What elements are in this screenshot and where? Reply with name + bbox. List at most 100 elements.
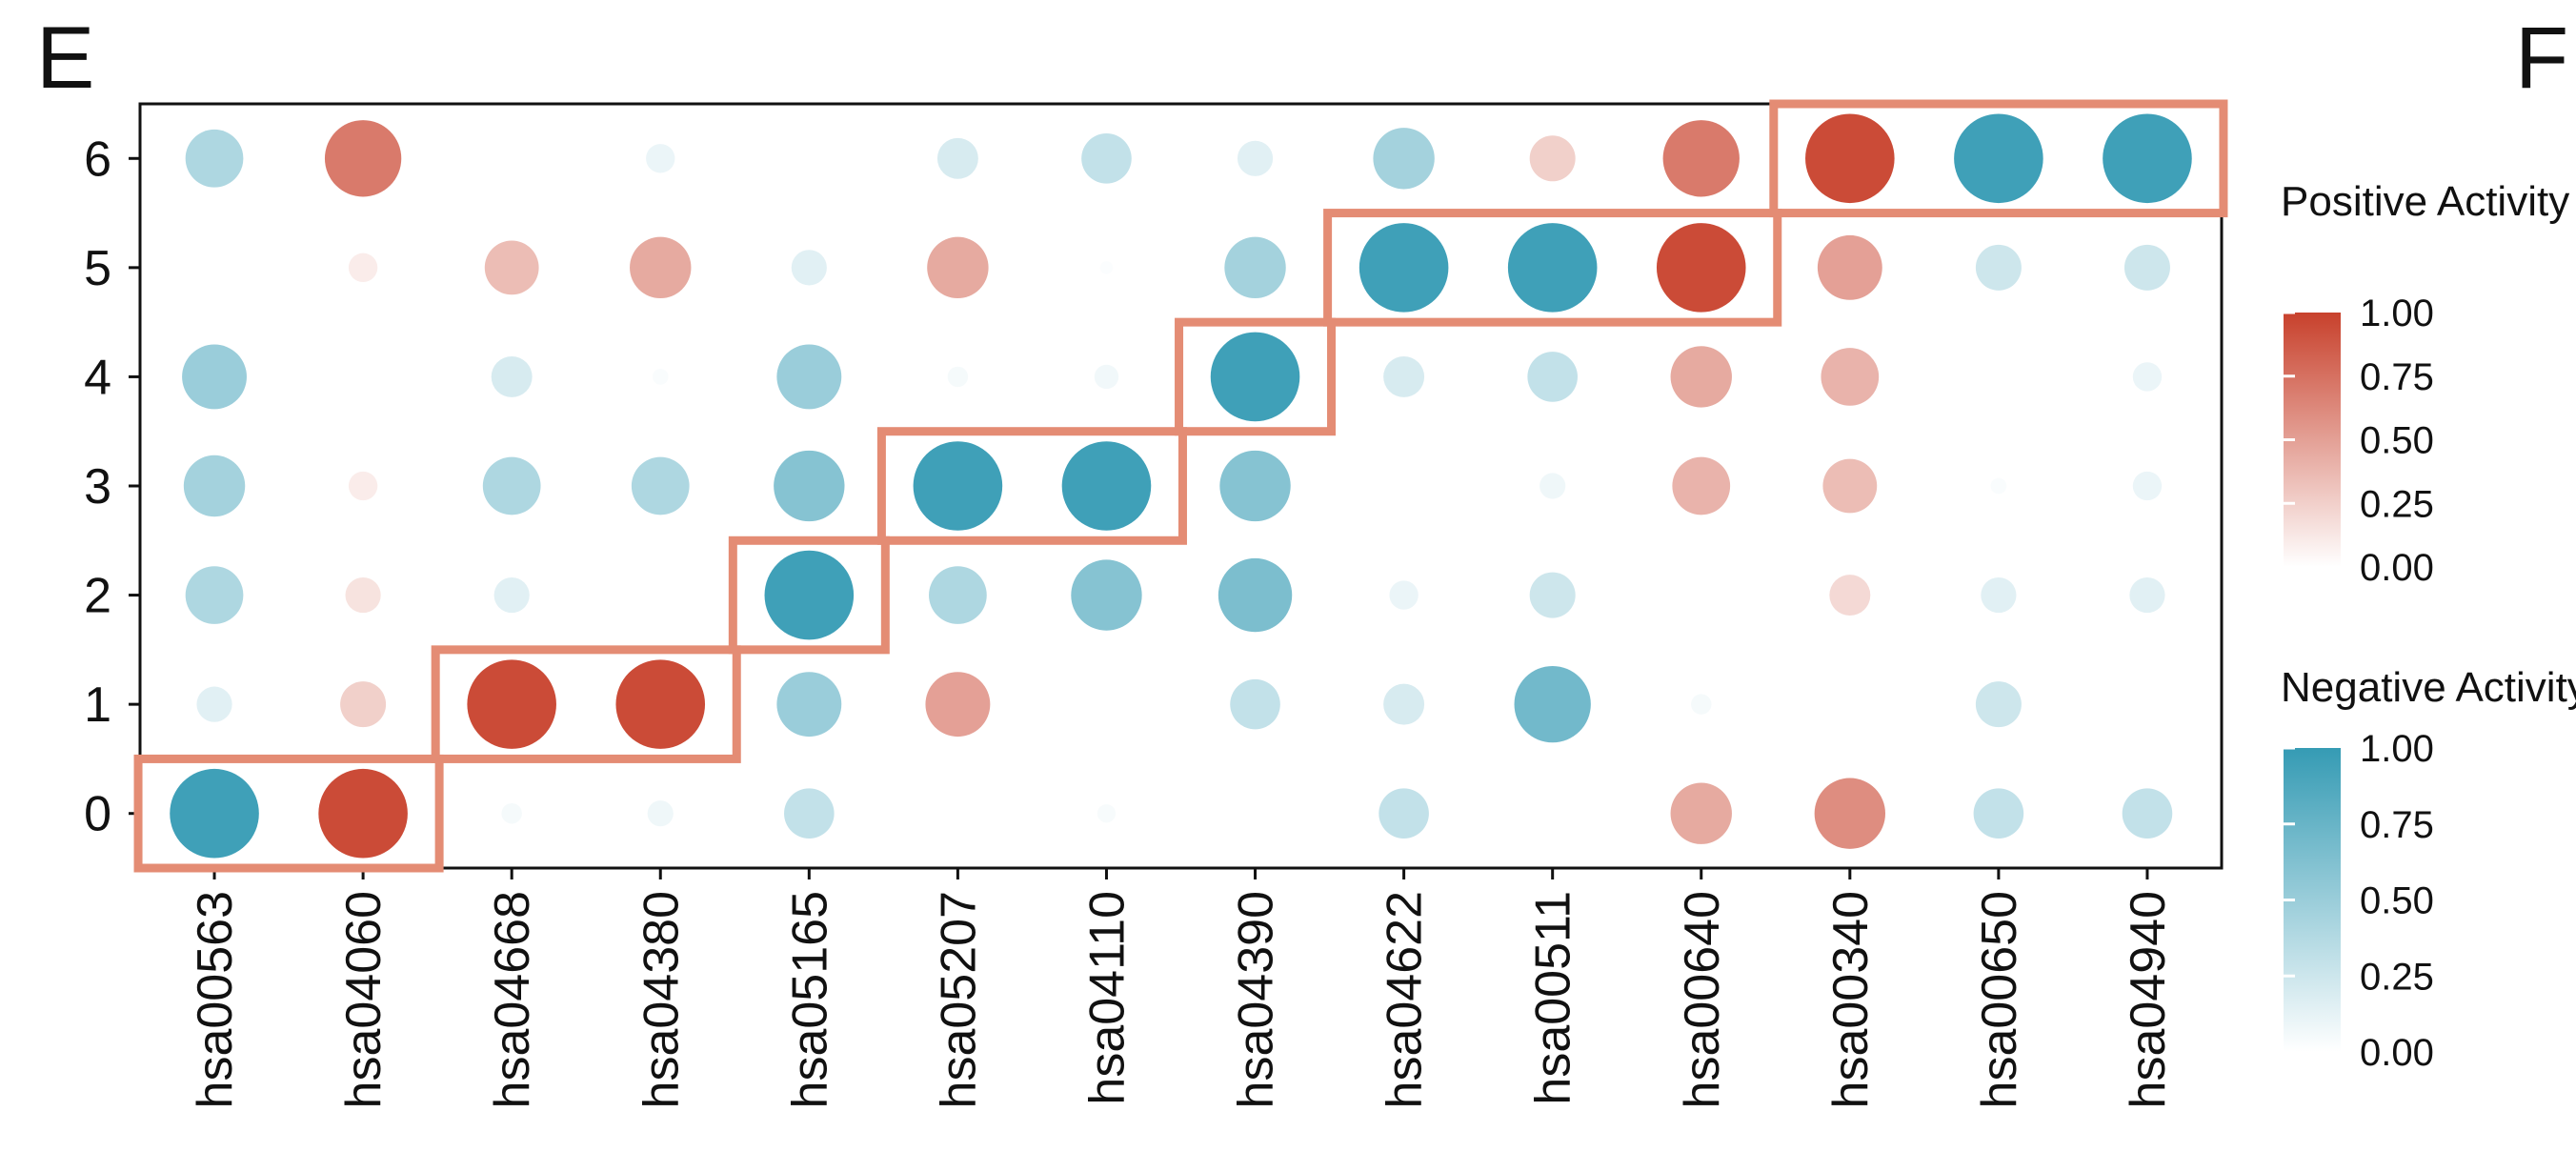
x-tick-label: hsa00340 [1823, 891, 1879, 1108]
panel-label: E [36, 10, 94, 107]
bubble [1821, 348, 1880, 406]
colorbar-tick-label: 1.00 [2360, 293, 2434, 334]
bubble [1990, 477, 2007, 495]
bubble [467, 659, 556, 749]
bubble [929, 566, 987, 624]
bubble [1230, 678, 1280, 730]
colorbar-tick-label: 0.00 [2360, 547, 2434, 589]
y-tick-label: 2 [84, 569, 111, 624]
bubble [1389, 580, 1419, 610]
bubble [1514, 665, 1591, 743]
bubble [1973, 788, 2024, 839]
x-tick-label: hsa04668 [485, 891, 540, 1108]
y-tick-label: 0 [84, 787, 111, 842]
bubble [482, 456, 541, 515]
bubble [1814, 778, 1886, 849]
bubble [1094, 364, 1119, 390]
y-tick-label: 5 [84, 241, 111, 296]
highlight-box [1323, 209, 1782, 327]
bubble [1529, 135, 1576, 182]
bubble [2129, 576, 2165, 614]
bubble [1672, 456, 1731, 515]
bubble [1662, 120, 1740, 197]
bubble [652, 369, 669, 385]
highlight-box [728, 536, 890, 655]
bubble [1822, 458, 1878, 514]
bubble [1817, 234, 1882, 300]
bubble [925, 672, 991, 738]
bubble [183, 455, 246, 517]
bubble [348, 253, 378, 283]
bubble [1373, 128, 1435, 190]
bubble [774, 450, 845, 522]
highlight-box [1769, 99, 2228, 218]
bubble [647, 800, 674, 827]
y-tick-label: 6 [84, 131, 111, 187]
bubble [501, 802, 522, 824]
bubble [1358, 223, 1449, 313]
bubble [1975, 244, 2022, 291]
y-tick-label: 1 [84, 677, 111, 733]
colorbar-tick-label: 0.25 [2360, 483, 2434, 525]
bubble [1540, 473, 1566, 499]
bubble [1224, 236, 1286, 299]
x-tick-label: hsa00640 [1675, 891, 1730, 1108]
bubble [776, 344, 842, 410]
bubble [1061, 441, 1152, 531]
bubble [1981, 576, 2017, 614]
bubble [1507, 223, 1598, 313]
bubble [1975, 681, 2022, 728]
x-tick-label: hsa05207 [931, 891, 986, 1108]
bubble [196, 686, 232, 722]
bubble [185, 129, 244, 188]
bubble [1071, 559, 1142, 631]
bubble [1691, 694, 1712, 715]
bubble [631, 456, 690, 515]
colorbar-tick-label: 0.50 [2360, 880, 2434, 922]
bubble [324, 120, 402, 197]
bubble [1383, 683, 1425, 725]
bubble [913, 441, 1003, 531]
bubble [927, 236, 989, 299]
x-tick-label: hsa05165 [782, 891, 837, 1108]
bubble [776, 672, 842, 738]
bubble [318, 768, 408, 859]
highlight-box [133, 754, 444, 873]
bubble [2122, 788, 2173, 839]
bubble [2132, 362, 2163, 392]
x-tick-label: hsa04390 [1229, 891, 1284, 1108]
x-tick-label: hsa00650 [1972, 891, 2027, 1108]
bubble [2123, 244, 2170, 291]
bubble [1527, 352, 1578, 402]
x-tick-label: hsa04380 [634, 891, 689, 1108]
panel-label: F [2515, 10, 2568, 107]
bubble [493, 576, 530, 614]
x-tick-label: hsa00563 [188, 891, 243, 1108]
bubble [170, 768, 259, 859]
colorbar-tick-label: 0.75 [2360, 804, 2434, 846]
bubble [1670, 782, 1732, 844]
y-tick-label: 3 [84, 459, 111, 515]
bubble [1656, 223, 1746, 313]
bubble [348, 471, 378, 501]
highlight-box [1175, 317, 1337, 436]
colorbar-tick-label: 0.75 [2360, 356, 2434, 398]
bubble [1379, 788, 1429, 839]
bubble [340, 681, 387, 728]
bubble [784, 788, 835, 839]
bubble [484, 240, 539, 295]
colorbar-tick-label: 0.50 [2360, 420, 2434, 462]
legend-title: Negative Activity [2281, 664, 2576, 711]
colorbar-tick-label: 1.00 [2360, 728, 2434, 770]
bubble [1383, 355, 1425, 397]
bubble [646, 144, 675, 173]
bubble [615, 659, 706, 749]
bubble [185, 566, 244, 624]
y-tick-label: 4 [84, 350, 111, 405]
bubble [947, 366, 969, 388]
bubble [1529, 572, 1576, 618]
bubble [1099, 261, 1114, 274]
bubble [1805, 113, 1895, 204]
highlight-box [431, 645, 741, 763]
